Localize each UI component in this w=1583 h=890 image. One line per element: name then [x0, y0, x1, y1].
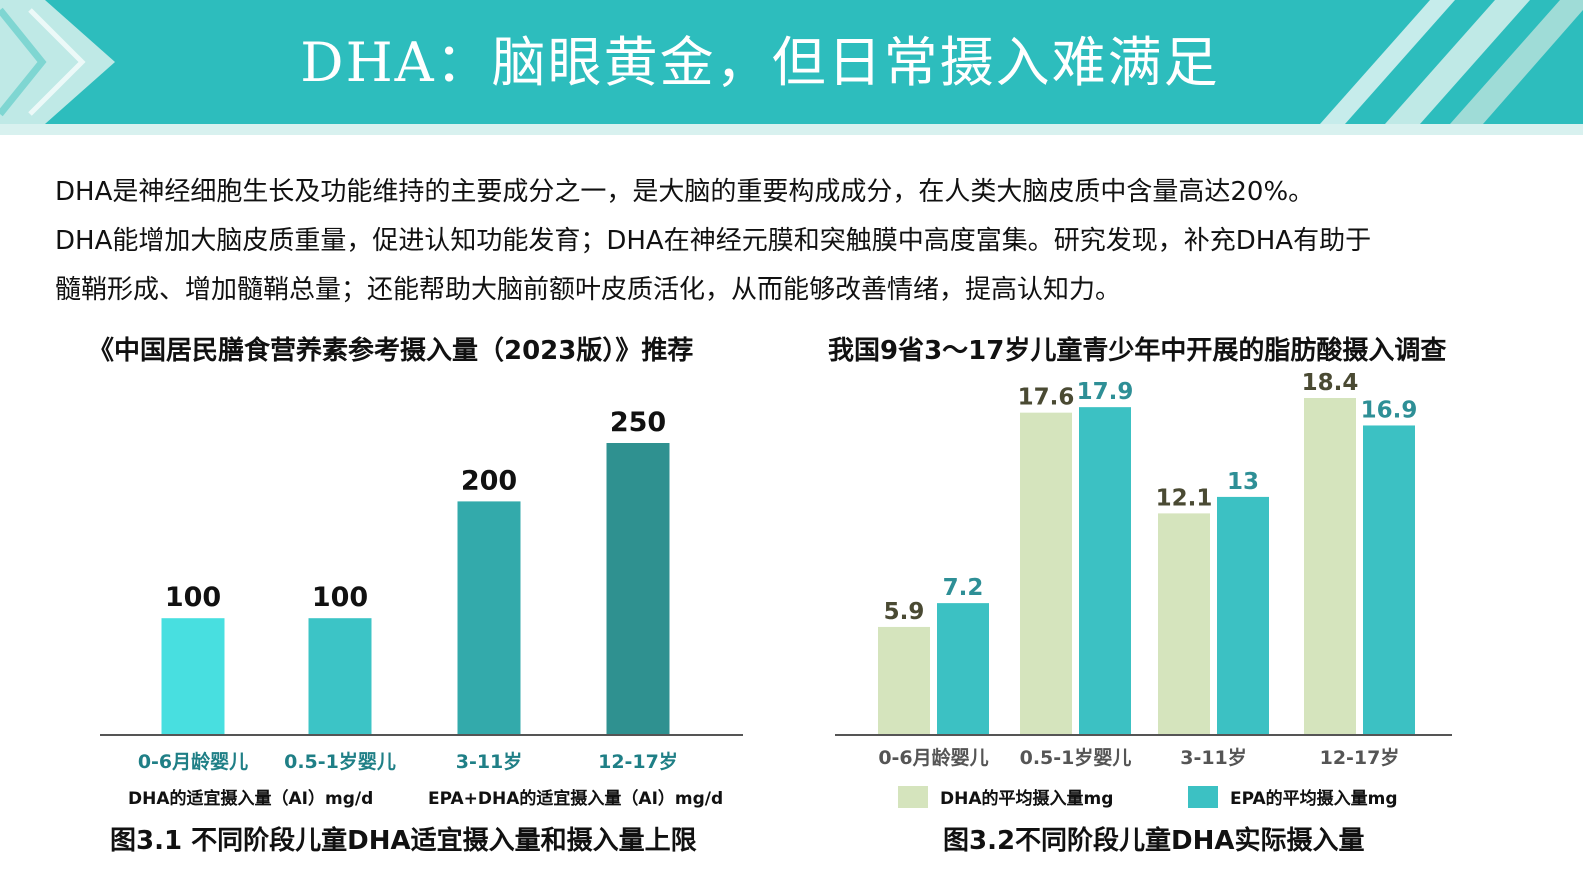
intro-line: DHA是神经细胞生长及功能维持的主要成分之一，是大脑的重要构成成分，在人类大脑皮… — [55, 177, 1315, 207]
legend-label-dha: DHA的平均摄入量mg — [940, 789, 1114, 809]
legend-label-epa: EPA的平均摄入量mg — [1230, 789, 1398, 809]
chart2-value-label-epa: 13 — [1227, 469, 1259, 495]
chart1-value-label: 100 — [165, 582, 221, 613]
chart1-category-label: 3-11岁 — [456, 750, 523, 773]
chart1-bar — [457, 501, 521, 735]
chart2-value-label-epa: 16.9 — [1361, 397, 1418, 423]
chart2-title: 我国9省3～17岁儿童青少年中开展的脂肪酸摄入调查 — [828, 336, 1447, 366]
chart2-bar-dha — [1020, 412, 1072, 735]
chart2-value-label-dha: 17.6 — [1018, 385, 1075, 411]
legend-swatch-epa — [1188, 785, 1218, 808]
chart2-bar-dha — [1158, 513, 1210, 735]
chart1-sublabel-dha: DHA的适宜摄入量（AI）mg/d — [128, 789, 374, 809]
chart2-category-label: 3-11岁 — [1180, 746, 1247, 769]
chart2-value-label-epa: 17.9 — [1077, 379, 1134, 405]
chart1-category-label: 12-17岁 — [598, 750, 678, 773]
chart1-category-label: 0.5-1岁婴儿 — [284, 750, 396, 773]
chart1-value-label: 100 — [312, 582, 368, 613]
chart2-bar-epa — [1079, 407, 1131, 735]
chart1-category-label: 0-6月龄婴儿 — [138, 750, 248, 773]
chart1-caption: 图3.1 不同阶段儿童DHA适宜摄入量和摄入量上限 — [110, 826, 697, 856]
chart2-bar-dha — [1304, 398, 1356, 735]
chart2-caption: 图3.2不同阶段儿童DHA实际摄入量 — [943, 826, 1365, 856]
chart1-title: 《中国居民膳食营养素参考摄入量（2023版）》推荐 — [88, 336, 694, 366]
chart1-value-label: 200 — [461, 465, 517, 496]
chart1-plot: 100 0-6月龄婴儿 100 0.5-1岁婴儿 200 3-11岁 250 12-17岁 — [100, 407, 743, 773]
chart2-category-label: 12-17岁 — [1320, 746, 1400, 769]
chart2-category-label: 0-6月龄婴儿 — [878, 746, 988, 769]
chart2-value-label-dha: 18.4 — [1302, 370, 1359, 396]
chart2-legend-epa: EPA的平均摄入量mg — [1188, 784, 1398, 809]
chart1-bar — [308, 618, 372, 735]
chart2-value-label-epa: 7.2 — [943, 575, 984, 601]
chart2-legend-dha: DHA的平均摄入量mg — [898, 784, 1113, 809]
chart1-bar — [161, 618, 225, 735]
chart2-value-label-dha: 5.9 — [884, 599, 925, 625]
chart2-value-label-dha: 12.1 — [1156, 485, 1213, 511]
intro-line: DHA能增加大脑皮质重量，促进认知功能发育；DHA在神经元膜和突触膜中高度富集。… — [55, 226, 1372, 256]
chart2-category-label: 0.5-1岁婴儿 — [1020, 746, 1132, 769]
chart1-sublabel-epa-dha: EPA+DHA的适宜摄入量（AI）mg/d — [428, 789, 724, 809]
header-background — [0, 0, 1583, 135]
chart1-bar — [606, 443, 670, 735]
chart2-bar-epa — [937, 603, 989, 735]
chart2-bar-epa — [1363, 425, 1415, 735]
chart1-value-label: 250 — [610, 407, 666, 438]
header-banner: DHA：脑眼黄金，但日常摄入难满足 — [0, 0, 1583, 135]
intro-paragraph: DHA是神经细胞生长及功能维持的主要成分之一，是大脑的重要构成成分，在人类大脑皮… — [55, 168, 1535, 315]
chart2-bar-epa — [1217, 496, 1269, 735]
chart2-bar-dha — [878, 626, 930, 735]
intro-line: 髓鞘形成、增加髓鞘总量；还能帮助大脑前额叶皮质活化，从而能够改善情绪，提高认知力… — [55, 275, 1122, 305]
page-title: DHA：脑眼黄金，但日常摄入难满足 — [300, 31, 1220, 94]
legend-swatch-dha — [898, 785, 928, 808]
